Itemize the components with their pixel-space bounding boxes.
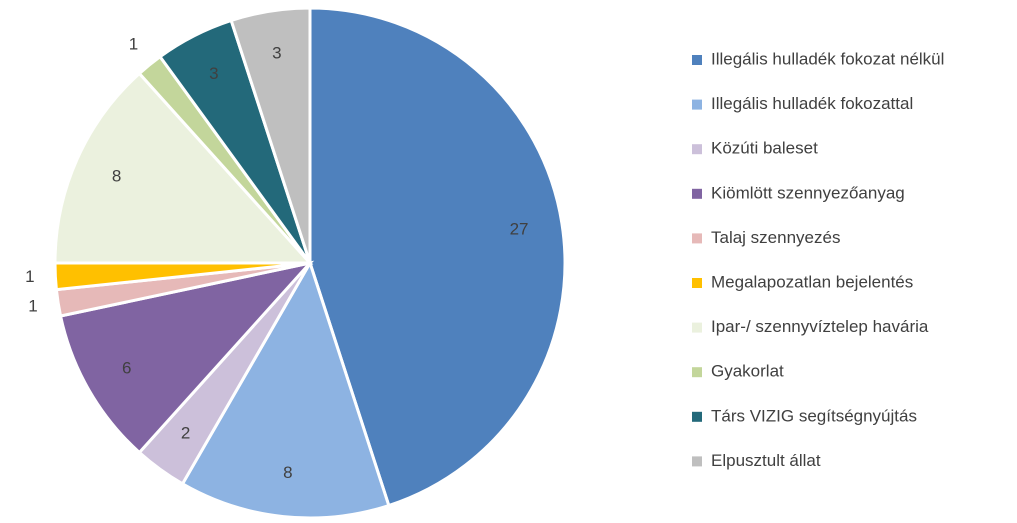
data-label: 2 [181,424,190,443]
data-label: 6 [122,358,131,377]
legend-swatch [692,456,702,467]
legend-swatch [692,233,702,244]
legend-swatch [692,322,702,333]
data-label: 27 [510,219,529,238]
legend-label: Gyakorlat [711,362,784,381]
legend-label: Talaj szennyezés [711,228,840,247]
legend-label: Közúti baleset [711,139,818,158]
legend-swatch [692,144,702,155]
pie-slice [308,6,567,508]
data-label: 3 [272,43,281,62]
legend-label: Illegális hulladék fokozat nélkül [711,49,944,68]
data-label: 8 [112,166,121,185]
pie-slice [180,259,391,520]
pie-slice [229,6,312,264]
pie-slice [53,71,314,265]
legend-label: Illegális hulladék fokozattal [711,94,913,113]
legend-swatch [692,278,702,288]
data-label: 1 [25,267,34,286]
data-label: 1 [28,296,37,315]
data-label: 8 [283,463,292,482]
data-label: 1 [129,34,138,53]
legend-label: Elpusztult állat [711,451,821,470]
legend-label: Ipar-/ szennyvíztelep havária [711,317,929,336]
pie-slice [58,260,315,455]
data-label: 3 [209,64,218,83]
legend-label: Megalapozatlan bejelentés [711,272,913,291]
legend-swatch [692,411,702,422]
legend-swatch [692,99,702,110]
legend-label: Kiömlött szennyezőanyag [711,183,905,202]
legend-label: Társ VIZIG segítségnyújtás [711,406,917,425]
legend-swatch [692,188,702,199]
legend-swatch [692,55,702,65]
legend-swatch [692,367,702,378]
